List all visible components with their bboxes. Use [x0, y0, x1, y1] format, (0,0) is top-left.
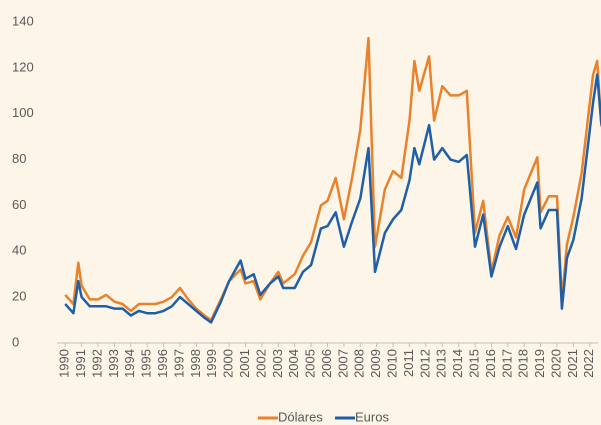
y-tick-label: 140 — [12, 13, 34, 28]
line-series — [64, 73, 601, 324]
y-tick-label: 40 — [12, 243, 26, 258]
x-tick-label: 2015 — [466, 349, 481, 378]
x-tick-label: 2016 — [483, 349, 498, 378]
y-tick-label: 20 — [12, 289, 26, 304]
y-tick-label: 100 — [12, 105, 34, 120]
x-tick-label: 2011 — [401, 349, 416, 377]
x-tick-label: 2010 — [385, 349, 400, 378]
x-tick-label: 1994 — [122, 349, 137, 378]
x-tick-label: 1997 — [171, 349, 186, 378]
x-tick-label: 1993 — [106, 349, 121, 378]
x-tick-label: 2022 — [581, 349, 596, 378]
y-tick-label: 60 — [12, 197, 26, 212]
legend-label: Dólares — [278, 409, 323, 424]
x-tick-label: 2006 — [319, 349, 334, 378]
x-tick-label: 2007 — [335, 349, 350, 378]
x-tick-label: 2017 — [499, 349, 514, 378]
x-tick-label: 2002 — [253, 349, 268, 378]
x-tick-label: 1992 — [89, 349, 104, 378]
x-tick-label: 2014 — [450, 349, 465, 378]
y-tick-label: 80 — [12, 151, 26, 166]
legend-label: Euros — [355, 409, 389, 424]
x-tick-label: 2013 — [434, 349, 449, 378]
x-tick-label: 2001 — [237, 349, 252, 378]
x-tick-label: 2005 — [303, 349, 318, 378]
x-tick-label: 2004 — [286, 349, 301, 378]
y-tick-label: 0 — [12, 334, 19, 349]
x-tick-label: 2008 — [352, 349, 367, 378]
x-tick-label: 1990 — [57, 349, 72, 378]
x-tick-label: 2021 — [565, 349, 580, 378]
x-tick-label: 2003 — [270, 349, 285, 378]
x-tick-label: 1999 — [204, 349, 219, 378]
x-tick-label: 1991 — [73, 349, 88, 378]
line-series — [64, 36, 601, 322]
x-tick-label: 2009 — [368, 349, 383, 378]
x-tick-label: 1996 — [155, 349, 170, 378]
x-tick-label: 2019 — [532, 349, 547, 378]
x-tick-label: 1998 — [188, 349, 203, 378]
x-tick-label: 1995 — [139, 349, 154, 378]
x-tick-label: 2018 — [516, 349, 531, 378]
x-tick-label: 2012 — [417, 349, 432, 378]
y-tick-label: 120 — [12, 59, 34, 74]
x-tick-label: 2020 — [548, 349, 563, 378]
x-tick-label: 2000 — [221, 349, 236, 378]
